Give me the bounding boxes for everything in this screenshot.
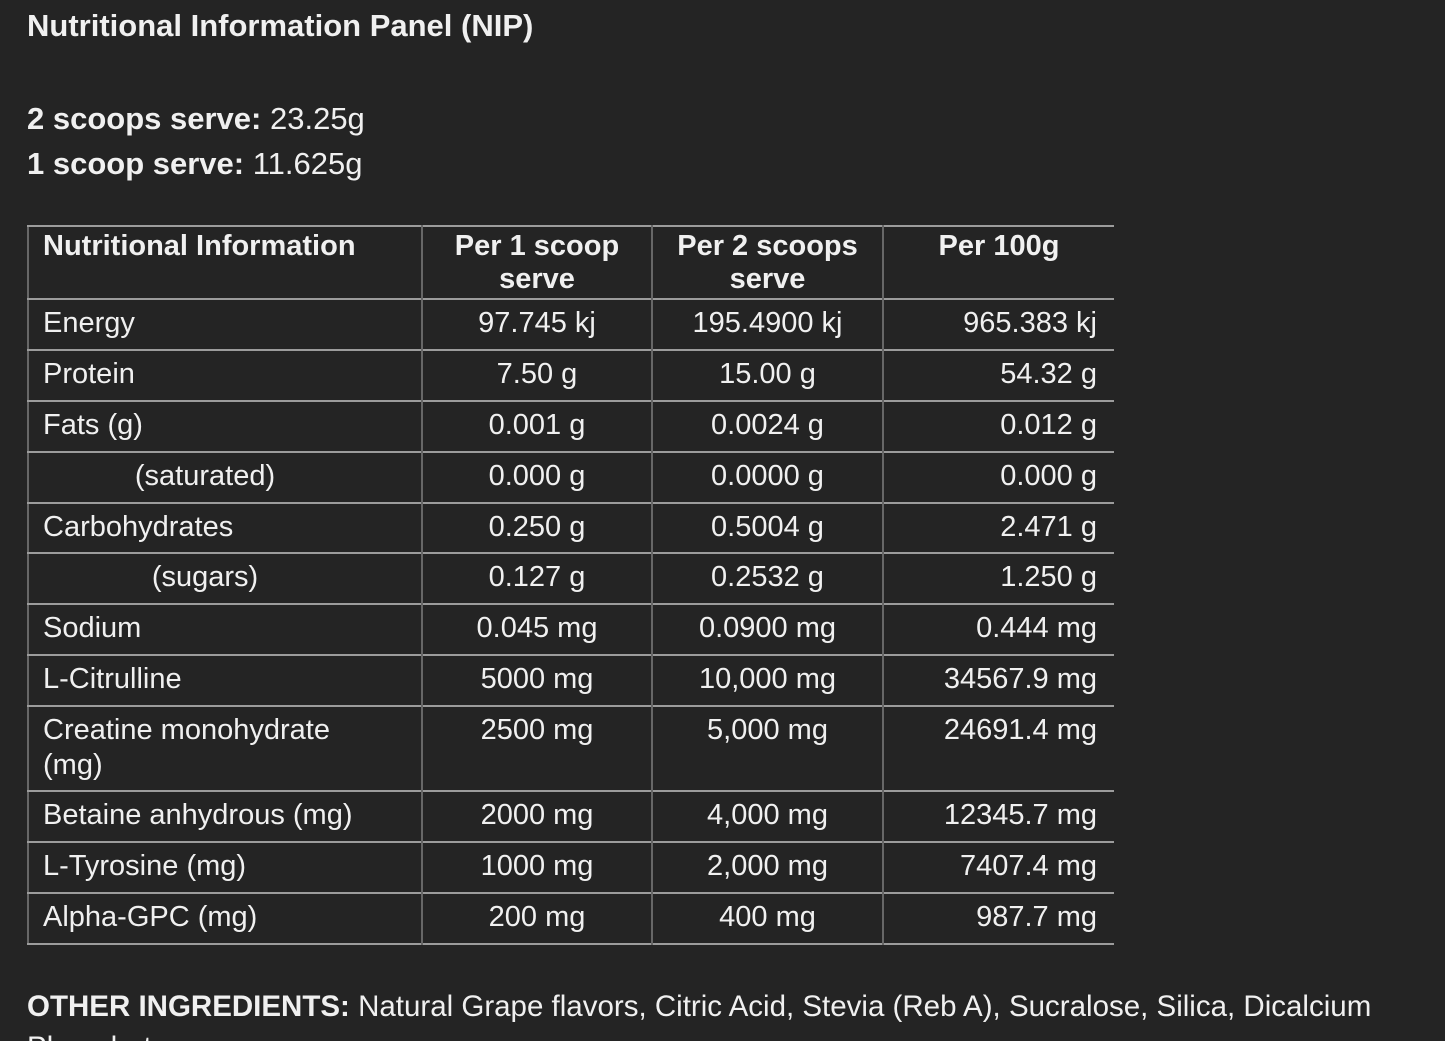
cell-nutrient-name: Sodium [43,612,142,645]
cell-per-100g: 34567.9 mg [882,655,1114,706]
cell-per-100g: 7407.4 mg [882,842,1114,894]
cell-nutrient-name: Betaine anhydrous (mg) [43,799,353,832]
cell-nutrient-name: Fats (g) [43,409,143,442]
row-l-tyrosine: L-Tyrosine (mg) 1000 mg 2,000 mg 7407.4 … [28,842,1114,894]
column-header-nutritional-information: Nutritional Information [43,229,356,262]
cell-per-100g: 965.383 kj [882,299,1114,351]
cell-per-2-scoops: 0.5004 g [651,502,883,554]
cell-per-2-scoops: 2,000 mg [651,842,883,894]
cell-per-1-scoop: 97.745 kj [421,299,652,351]
cell-per-100g: 0.012 g [882,401,1114,452]
cell-per-100g: 2.471 g [882,502,1114,554]
row-protein: Protein 7.50 g 15.00 g 54.32 g [28,350,1114,402]
row-energy: Energy 97.745 kj 195.4900 kj 965.383 kj [28,299,1114,351]
cell-nutrient-name: Creatine monohydrate (mg) [43,713,330,781]
cell-per-100g: 1.250 g [882,553,1114,605]
cell-per-1-scoop: 0.000 g [421,451,652,503]
row-fats: Fats (g) 0.001 g 0.0024 g 0.012 g [28,401,1114,452]
column-header-per-100g: Per 100g [882,225,1114,300]
cell-per-1-scoop: 1000 mg [421,842,652,894]
cell-per-1-scoop: 2000 mg [421,791,652,843]
cell-nutrient-name: Energy [43,307,135,340]
row-carbohydrates: Carbohydrates 0.250 g 0.5004 g 2.471 g [28,502,1114,554]
cell-per-2-scoops: 4,000 mg [651,791,883,843]
cell-per-1-scoop: 0.001 g [421,401,652,452]
cell-per-1-scoop: 200 mg [421,893,652,944]
cell-nutrient-name: L-Citrulline [43,663,182,696]
other-ingredients: OTHER INGREDIENTS: Natural Grape flavors… [27,987,1418,1041]
row-sodium: Sodium 0.045 mg 0.0900 mg 0.444 mg [28,604,1114,656]
cell-per-1-scoop: 0.127 g [421,553,652,605]
serving-value: 11.625g [252,146,363,182]
cell-nutrient-name: L-Tyrosine (mg) [43,850,247,883]
cell-per-1-scoop: 5000 mg [421,655,652,706]
cell-per-100g: 54.32 g [882,350,1114,402]
cell-per-2-scoops: 0.0024 g [651,401,883,452]
row-alpha-gpc: Alpha-GPC (mg) 200 mg 400 mg 987.7 mg [28,893,1114,944]
cell-per-100g: 987.7 mg [882,893,1114,944]
cell-per-100g: 24691.4 mg [882,705,1114,792]
cell-per-2-scoops: 195.4900 kj [651,299,883,351]
cell-per-2-scoops: 15.00 g [651,350,883,402]
cell-nutrient-name: Protein [43,358,135,391]
serving-value: 23.25g [269,100,365,136]
other-ingredients-text: Natural Grape flavors, Citric Acid, Stev… [27,989,1372,1041]
cell-nutrient-name: Alpha-GPC (mg) [43,901,258,934]
row-betaine-anhydrous: Betaine anhydrous (mg) 2000 mg 4,000 mg … [28,791,1114,843]
column-header-per-2-scoops: Per 2 scoops serve [651,225,883,300]
cell-nutrient-name: Carbohydrates [43,510,234,543]
row-saturated-fat: (saturated) 0.000 g 0.0000 g 0.000 g [28,451,1114,503]
serving-label: 1 scoop serve: [27,146,245,182]
other-ingredients-label: OTHER INGREDIENTS: [27,989,350,1023]
table-header-row: Nutritional Information Per 1 scoop serv… [28,225,1114,300]
cell-per-2-scoops: 0.0000 g [651,451,883,503]
row-sugars: (sugars) 0.127 g 0.2532 g 1.250 g [28,553,1114,605]
cell-per-1-scoop: 0.250 g [421,502,652,554]
cell-per-2-scoops: 0.2532 g [651,553,883,605]
cell-per-2-scoops: 5,000 mg [651,705,883,792]
serving-line-1-scoop: 1 scoop serve: 11.625g [27,141,1418,187]
cell-nutrient-name: (saturated) [134,459,276,492]
cell-per-100g: 0.000 g [882,451,1114,503]
cell-per-1-scoop: 2500 mg [421,705,652,792]
row-l-citrulline: L-Citrulline 5000 mg 10,000 mg 34567.9 m… [28,655,1114,706]
page-title: Nutritional Information Panel (NIP) [27,8,534,43]
cell-per-1-scoop: 0.045 mg [421,604,652,656]
cell-per-2-scoops: 10,000 mg [651,655,883,706]
serving-label: 2 scoops serve: [27,100,262,136]
cell-nutrient-name: (sugars) [151,561,259,594]
cell-per-2-scoops: 0.0900 mg [651,604,883,656]
cell-per-100g: 12345.7 mg [882,791,1114,843]
row-creatine-monohydrate: Creatine monohydrate (mg) 2500 mg 5,000 … [28,705,1114,792]
nutrition-table: Nutritional Information Per 1 scoop serv… [27,224,1114,945]
cell-per-100g: 0.444 mg [882,604,1114,656]
column-header-per-1-scoop: Per 1 scoop serve [421,225,652,300]
cell-per-2-scoops: 400 mg [651,893,883,944]
serving-info: 2 scoops serve: 23.25g 1 scoop serve: 11… [27,96,1418,187]
serving-line-2-scoops: 2 scoops serve: 23.25g [27,96,1418,142]
cell-per-1-scoop: 7.50 g [421,350,652,402]
